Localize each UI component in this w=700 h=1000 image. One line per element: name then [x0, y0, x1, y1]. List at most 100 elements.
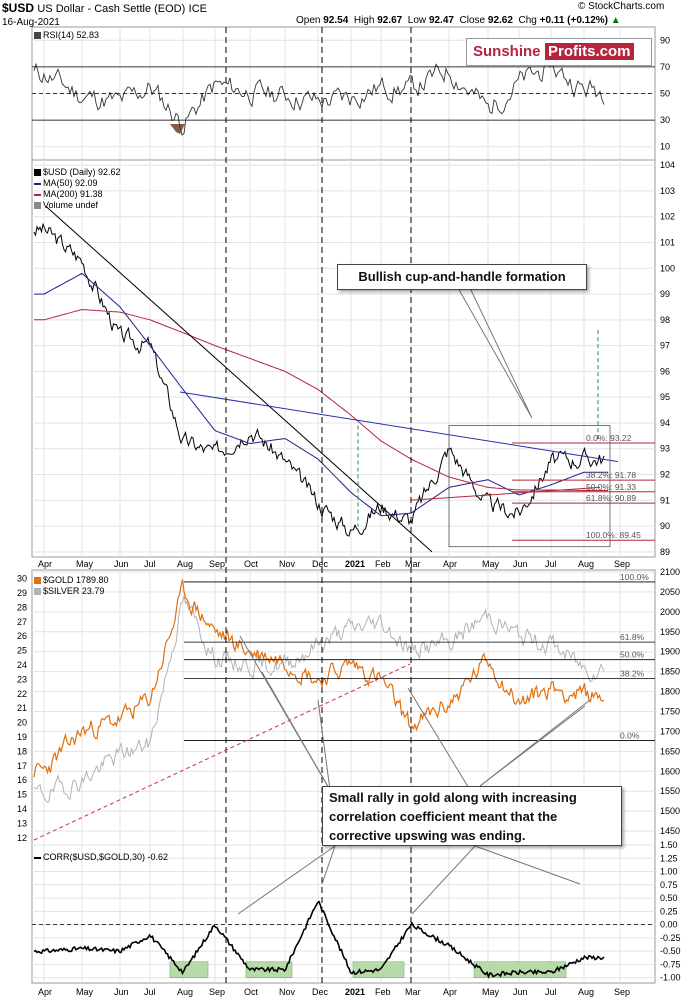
usd-x-tick: Jun: [114, 559, 129, 569]
silver-line: [33, 596, 605, 803]
gold-y-tick: 1750: [660, 706, 680, 716]
up-triangle-icon: ▲: [610, 15, 621, 26]
usd-y-tick: 100: [660, 263, 675, 273]
usd-fib-label-3: 61.8%: 90.89: [586, 493, 636, 503]
usd-x-tick: May: [482, 559, 500, 569]
overlay-layer: [32, 27, 655, 983]
gold-y-tick: 2100: [660, 567, 680, 577]
silver-y-tick: 22: [17, 689, 27, 699]
usd-x-tick: Aug: [578, 559, 594, 569]
ma200-label-text: MA(200) 91.38: [43, 189, 103, 199]
usd-x-tick: May: [76, 559, 94, 569]
silver-y-tick: 14: [17, 804, 27, 814]
gold-fib-label-0: 100.0%: [620, 572, 649, 582]
silver-y-tick: 20: [17, 718, 27, 728]
usd-y-tick: 92: [660, 470, 670, 480]
corr-y-tick: -0.25: [660, 933, 681, 943]
chg-value: +0.11 (+0.12%): [539, 15, 609, 26]
corr-x-tick: Jun: [513, 987, 528, 997]
usd-x-tick: Nov: [279, 559, 296, 569]
ohlc-readout: Open 92.54 High 92.67 Low 92.47 Close 92…: [296, 15, 621, 26]
rsi-y-tick: 70: [660, 62, 670, 72]
usd-y-tick: 94: [660, 418, 670, 428]
corr-y-tick: 0.50: [660, 893, 678, 903]
rsi-y-tick: 10: [660, 142, 670, 152]
downtrend-line-blue: [179, 391, 619, 463]
usd-x-tick: Aug: [177, 559, 193, 569]
gold-y-tick: 1850: [660, 667, 680, 677]
silver-y-tick: 24: [17, 660, 27, 670]
open-value: 92.54: [323, 15, 349, 26]
usd-x-tick: Apr: [443, 559, 457, 569]
neckline-red: [409, 486, 601, 501]
ma200-line: [34, 308, 608, 491]
usd-fib-label-2: 50.0%: 91.33: [586, 482, 636, 492]
gold-y-tick: 1800: [660, 687, 680, 697]
corr-line: [33, 900, 605, 979]
usd-x-tick: Feb: [375, 559, 391, 569]
usd-y-tick: 101: [660, 237, 675, 247]
corr-y-tick: -0.75: [660, 959, 681, 969]
usd-x-tick: Apr: [38, 559, 52, 569]
gold-legend-swatch: [34, 577, 41, 585]
gold-fib-label-4: 0.0%: [620, 731, 640, 741]
corr-x-tick: Sep: [614, 987, 630, 997]
corr-x-tick: Apr: [443, 987, 457, 997]
downtrend-line-black: [45, 206, 433, 553]
cup-handle-annotation: Bullish cup-and-handle formation: [337, 264, 587, 290]
ma50-legend-swatch: [34, 182, 41, 185]
corr-x-tick: Jul: [144, 987, 156, 997]
gold-pointer-5: [479, 705, 586, 787]
gold-line: [33, 579, 605, 778]
sunshine-profits-logo: Sunshine Profits.com: [466, 38, 652, 66]
corr-x-tick: Aug: [177, 987, 193, 997]
cup-handle-box: [448, 425, 611, 548]
silver-label-text: $SILVER 23.79: [43, 586, 105, 596]
usd-y-tick: 95: [660, 392, 670, 402]
silver-y-tick: 16: [17, 775, 27, 785]
silver-y-tick: 23: [17, 674, 27, 684]
corr-x-tick: Oct: [244, 987, 259, 997]
gold-y-tick: 2000: [660, 607, 680, 617]
usd-x-tick: Sep: [209, 559, 225, 569]
usd-x-tick: Oct: [244, 559, 259, 569]
corr-pointer-1: [321, 845, 336, 885]
usd-y-tick: 91: [660, 495, 670, 505]
corr-y-tick: 0.75: [660, 880, 678, 890]
rsi-y-tick: 90: [660, 35, 670, 45]
corr-y-tick: 1.00: [660, 867, 678, 877]
gold-y-tick: 1900: [660, 647, 680, 657]
usd-panel-legend: $USD (Daily) 92.62 MA(50) 92.09 MA(200) …: [34, 167, 121, 211]
silver-y-tick: 27: [17, 617, 27, 627]
corr-y-tick: -0.50: [660, 946, 681, 956]
corr-y-tick: 1.50: [660, 840, 678, 850]
low-value: 92.47: [428, 15, 454, 26]
rsi-y-tick: 50: [660, 89, 670, 99]
usd-x-tick: Dec: [312, 559, 329, 569]
corr-x-tick: Jun: [114, 987, 129, 997]
gold-rally-line-3: corrective upswing was ending.: [329, 828, 526, 843]
usd-fib-label-4: 100.0%: 89.45: [586, 530, 641, 540]
gold-y-tick: 1950: [660, 627, 680, 637]
logo-part-2: Profits.com: [545, 43, 634, 60]
silver-legend-swatch: [34, 588, 41, 596]
corr-x-tick: Nov: [279, 987, 296, 997]
ma50-label-text: MA(50) 92.09: [43, 178, 98, 188]
symbol: $USD: [2, 1, 35, 15]
gold-fib-label-1: 61.8%: [620, 632, 645, 642]
gold-support-line: [33, 663, 411, 841]
corr-pointer-2: [411, 845, 476, 915]
corr-pointer-3: [474, 845, 581, 885]
silver-y-tick: 30: [17, 574, 27, 584]
corr-x-tick: Aug: [578, 987, 594, 997]
usd-x-tick: 2021: [345, 559, 365, 569]
series-layer: [33, 55, 608, 979]
corr-label-text: CORR($USD,$GOLD,30) -0.62: [43, 852, 169, 862]
corr-pointer-0: [237, 845, 336, 915]
usd-panel-frame: [31, 159, 656, 558]
silver-y-tick: 28: [17, 602, 27, 612]
corr-legend-swatch: [34, 856, 41, 859]
corr-x-tick: May: [482, 987, 500, 997]
gold-y-tick: 1550: [660, 786, 680, 796]
logo-part-1: Sunshine: [473, 43, 541, 60]
